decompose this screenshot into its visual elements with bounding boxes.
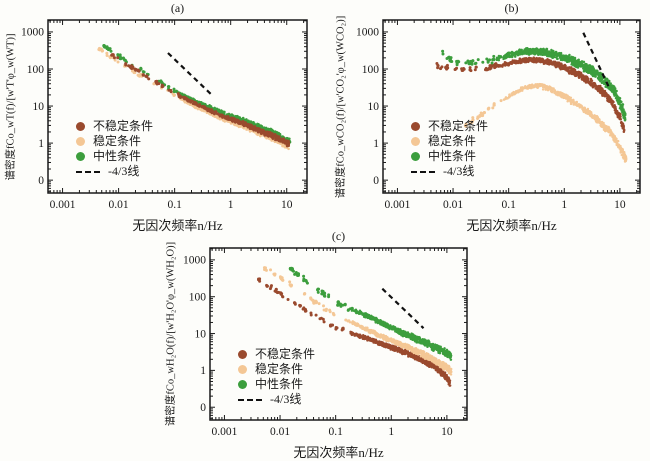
legend-label: 稳定条件 (428, 134, 476, 149)
panel-a-legend: 不稳定条件稳定条件中性条件-4/3线 (76, 119, 153, 179)
panel-c-xlabel: 无因次频率n/Hz (293, 442, 383, 461)
x-tick-label: 1 (561, 199, 567, 211)
y-tick-label: 10 (368, 101, 380, 113)
legend-label: 中性条件 (255, 377, 303, 392)
legend-label: 稳定条件 (93, 134, 141, 149)
y-tick-label: 10 (195, 328, 207, 340)
x-tick-label: 0.1 (501, 199, 516, 211)
legend-item-2: 中性条件 (238, 377, 315, 392)
legend-dot-icon (238, 365, 247, 374)
legend-item-1: 稳定条件 (76, 134, 153, 149)
y-tick-label: 1 (200, 365, 206, 377)
y-tick-label: 1000 (21, 27, 44, 39)
legend-label: -4/3线 (443, 164, 474, 179)
legend-dot-icon (76, 122, 85, 131)
y-tick-label: 1000 (356, 27, 379, 39)
legend-dash-icon (76, 171, 100, 173)
y-tick-label: 10 (33, 101, 45, 113)
y-tick-label: 0 (373, 175, 379, 187)
x-tick-label: 10 (614, 199, 626, 211)
legend-dot-icon (76, 137, 85, 146)
y-tick-label: 0 (38, 175, 44, 187)
legend-dot-icon (411, 122, 420, 131)
panel-b-legend: 不稳定条件稳定条件中性条件-4/3线 (411, 119, 488, 179)
legend-item-0: 不稳定条件 (76, 119, 153, 134)
legend-item-3: -4/3线 (411, 164, 488, 179)
legend-label: -4/3线 (270, 392, 301, 407)
y-tick-label: 0 (200, 402, 206, 414)
legend-dash-icon (238, 399, 262, 401)
y-tick-label: 1000 (183, 255, 206, 267)
legend-item-3: -4/3线 (238, 392, 315, 407)
y-tick-label: 1 (38, 138, 44, 150)
x-tick-label: 0.01 (109, 199, 129, 211)
legend-item-2: 中性条件 (76, 149, 153, 164)
x-tick-label: 10 (441, 426, 453, 438)
legend-item-0: 不稳定条件 (238, 347, 315, 362)
x-tick-label: 0.01 (270, 426, 290, 438)
legend-item-0: 不稳定条件 (411, 119, 488, 134)
legend-dot-icon (76, 152, 85, 161)
legend-dot-icon (238, 350, 247, 359)
legend-item-3: -4/3线 (76, 164, 153, 179)
legend-label: 不稳定条件 (255, 347, 315, 362)
x-tick-label: 0.001 (385, 199, 411, 211)
legend-dot-icon (238, 380, 247, 389)
panel-c-legend: 不稳定条件稳定条件中性条件-4/3线 (238, 347, 315, 407)
x-tick-label: 1 (228, 199, 234, 211)
y-tick-label: 100 (27, 64, 45, 76)
x-tick-label: 0.001 (50, 199, 76, 211)
panel-c: (c) 谱密度fCo_wH₂O(f)/[w'H₂O'φ_w(WH₂O)] 0.0… (160, 228, 490, 453)
legend-dot-icon (411, 137, 420, 146)
x-tick-label: 0.001 (212, 426, 238, 438)
x-tick-label: 1 (388, 426, 394, 438)
legend-dot-icon (411, 152, 420, 161)
legend-label: 中性条件 (428, 149, 476, 164)
x-tick-label: 10 (281, 199, 293, 211)
x-tick-label: 0.01 (443, 199, 463, 211)
x-tick-label: 0.1 (167, 199, 182, 211)
legend-label: 不稳定条件 (93, 119, 153, 134)
legend-label: -4/3线 (108, 164, 139, 179)
panel-b: (b) 谱密度fCo_wCO₂(f)/[w'CO₂'φ_w(WCO₂)] 0.0… (330, 0, 650, 228)
legend-label: 稳定条件 (255, 362, 303, 377)
legend-item-1: 稳定条件 (238, 362, 315, 377)
legend-label: 中性条件 (93, 149, 141, 164)
dash-43-line-c (382, 289, 423, 328)
legend-label: 不稳定条件 (428, 119, 488, 134)
legend-dash-icon (411, 171, 435, 173)
x-tick-label: 0.1 (328, 426, 343, 438)
legend-item-1: 稳定条件 (411, 134, 488, 149)
legend-item-2: 中性条件 (411, 149, 488, 164)
y-tick-label: 1 (373, 138, 379, 150)
y-tick-label: 100 (189, 292, 207, 304)
y-tick-label: 100 (362, 64, 380, 76)
